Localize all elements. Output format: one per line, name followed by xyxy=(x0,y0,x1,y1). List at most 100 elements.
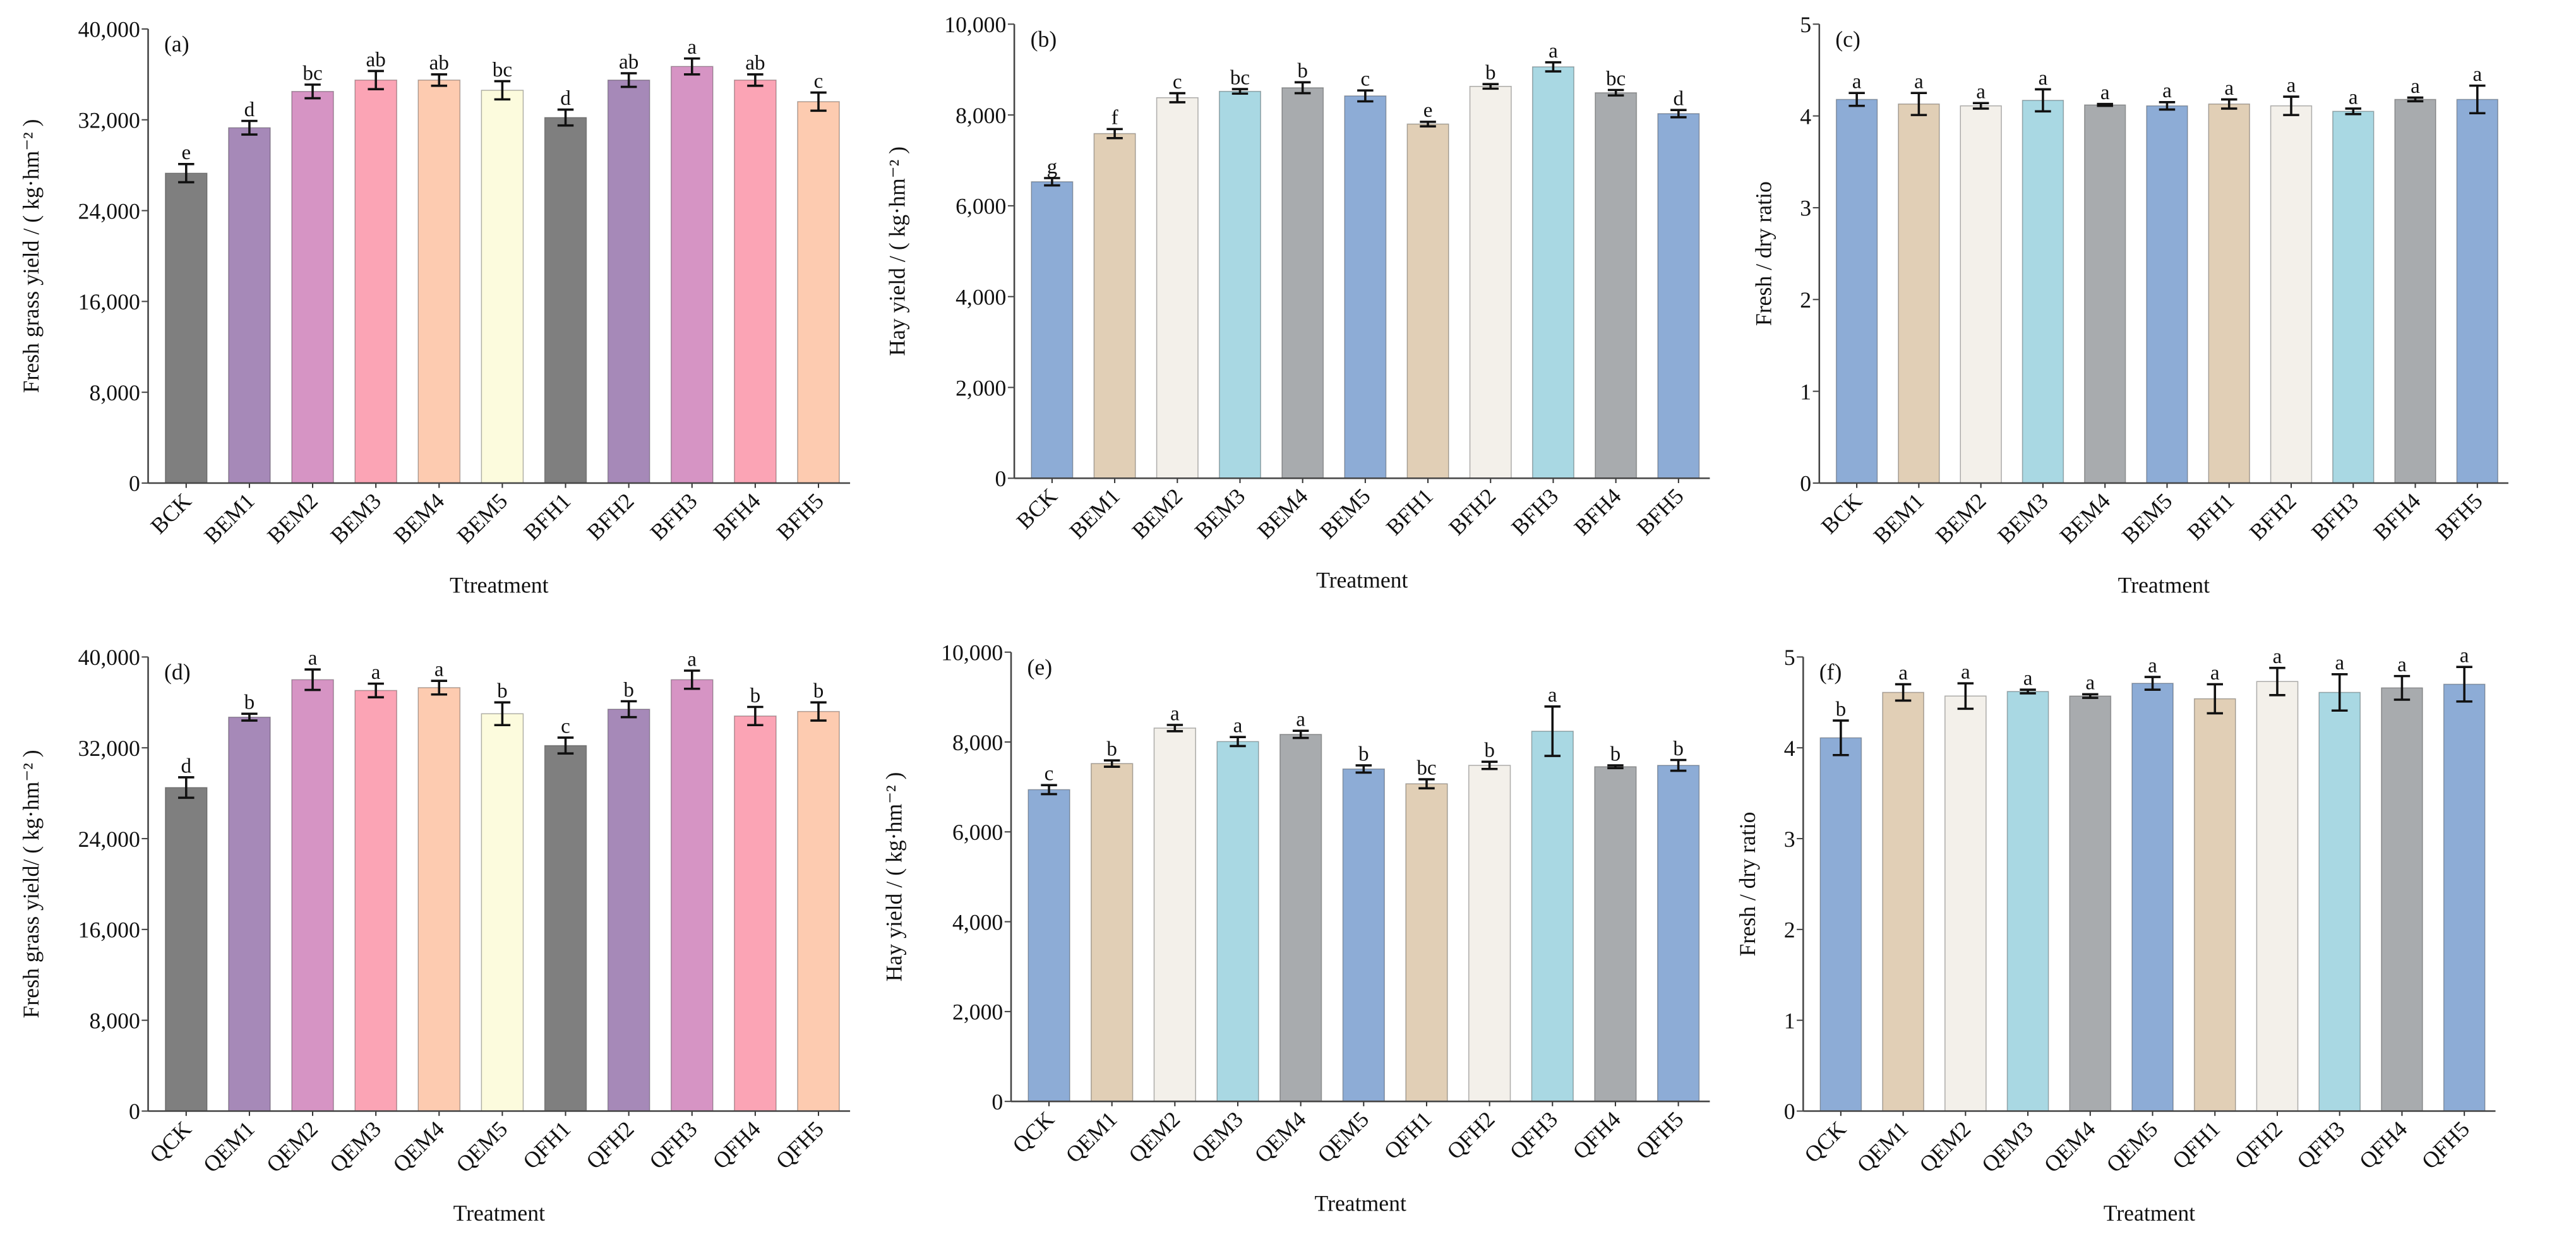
bar-QEM3 xyxy=(2006,691,2049,1112)
x-tick-label: BFH4 xyxy=(2368,488,2425,545)
y-tick-label: 4 xyxy=(1784,736,1795,761)
x-tick-label: QEM3 xyxy=(1187,1106,1248,1168)
significance-letter: c xyxy=(1045,762,1054,786)
error-bar-QEM1 xyxy=(241,712,258,722)
error-bar-QEM4 xyxy=(431,679,448,696)
bar-QEM5 xyxy=(1342,768,1385,1102)
x-tick-label: QEM5 xyxy=(1312,1106,1374,1168)
x-tick-label: BEM2 xyxy=(1127,483,1188,544)
bar-BFH3 xyxy=(2332,111,2375,484)
y-tick-label: 0 xyxy=(991,1089,1003,1115)
significance-letter: a xyxy=(1233,714,1243,738)
significance-letter: b xyxy=(1297,59,1308,83)
error-bar-BEM4 xyxy=(1294,81,1311,95)
error-bar-QFH3 xyxy=(2331,673,2348,712)
bar-QFH5 xyxy=(1656,765,1700,1102)
x-tick-label: QFH3 xyxy=(1505,1106,1562,1164)
x-tick-label: BFH5 xyxy=(1632,483,1689,540)
x-tick-label: QFH3 xyxy=(644,1116,702,1173)
y-axis-title: Fresh / dry ratio xyxy=(1735,811,1760,956)
error-bar-QEM4 xyxy=(1292,729,1309,739)
significance-letter: c xyxy=(1361,68,1370,91)
significance-letter: a xyxy=(2335,651,2344,674)
error-bar-BFH1 xyxy=(557,108,574,127)
bar-BFH1 xyxy=(1406,123,1449,479)
significance-letter: d xyxy=(1674,87,1684,111)
x-tick-label: BEM4 xyxy=(1252,483,1313,544)
chart-panel-e: c QCK b QEM1 a QEM2 a QEM3 a QEM4 b QEM5 bc QFH1 b QFH2… xyxy=(882,640,1710,1216)
bar-BFH5 xyxy=(797,101,840,484)
x-tick-label: QEM1 xyxy=(1852,1116,1913,1177)
chart-panel-d: d QCK b QEM1 a QEM2 a QEM3 a QEM4 b QEM5 c QFH1 b QFH2 a… xyxy=(18,645,851,1226)
y-tick-label: 4,000 xyxy=(952,909,1003,935)
chart-panel-c: a BCK a BEM1 a BEM2 a BEM3 a BEM4 a BEM5 a BFH1 a BFH2 a… xyxy=(1751,12,2508,597)
significance-letter: a xyxy=(687,35,697,59)
significance-letter: a xyxy=(2397,653,2407,676)
x-axis-title: Treatment xyxy=(1315,1191,1406,1216)
significance-letter: b xyxy=(1610,742,1621,765)
error-bar-BEM5 xyxy=(2159,101,2176,111)
panel-label: (b) xyxy=(1031,27,1057,52)
x-tick-label: QFH2 xyxy=(1442,1106,1499,1164)
bar-QEM4 xyxy=(1279,734,1322,1102)
x-tick-label: BFH1 xyxy=(2183,488,2239,545)
error-bar-BFH4 xyxy=(747,73,764,87)
error-bar-BEM5 xyxy=(1357,89,1374,103)
bar-QEM2 xyxy=(1944,695,1987,1112)
significance-letter: a xyxy=(2023,667,2033,690)
x-tick-label: BEM5 xyxy=(452,488,513,549)
x-tick-label: QEM1 xyxy=(198,1116,260,1177)
bar-BFH1 xyxy=(2208,103,2250,484)
significance-letter: a xyxy=(2210,661,2220,685)
y-axis-title: Hay yield / ( kg·hm⁻² ) xyxy=(882,772,907,982)
bar-BFH4 xyxy=(734,80,777,484)
error-bar-QFH5 xyxy=(1670,758,1687,772)
x-tick-label: BEM3 xyxy=(1190,483,1250,544)
x-tick-label: QFH5 xyxy=(2417,1116,2474,1173)
bar-QEM1 xyxy=(1882,691,1924,1112)
bar-BEM3 xyxy=(2022,100,2064,484)
bar-BEM2 xyxy=(1960,105,2002,484)
y-tick-label: 0 xyxy=(129,1099,140,1124)
x-tick-label: QFH1 xyxy=(518,1116,575,1173)
y-tick-label: 8,000 xyxy=(956,103,1006,128)
significance-letter: a xyxy=(2349,85,2358,109)
y-tick-label: 32,000 xyxy=(78,736,140,761)
x-tick-label: BEM3 xyxy=(1992,488,2053,549)
significance-letter: b xyxy=(750,684,761,707)
error-bar-BFH2 xyxy=(620,72,637,88)
x-tick-label: QFH4 xyxy=(707,1116,765,1174)
x-tick-label: BEM5 xyxy=(2117,488,2178,549)
error-bar-BFH4 xyxy=(2407,96,2424,103)
error-bar-QCK xyxy=(1041,784,1057,796)
x-tick-label: BFH2 xyxy=(1444,483,1501,540)
error-bar-QCK xyxy=(1833,719,1849,757)
significance-letter: a xyxy=(308,647,318,670)
error-bar-QFH3 xyxy=(1544,705,1561,757)
bar-QCK xyxy=(164,787,208,1112)
error-bar-BFH2 xyxy=(1482,83,1499,90)
error-bar-BEM2 xyxy=(1972,102,1989,110)
significance-letter: c xyxy=(814,69,824,93)
bar-BEM1 xyxy=(228,127,271,484)
error-bar-BEM5 xyxy=(494,80,511,101)
x-tick-label: BEM1 xyxy=(1064,483,1125,544)
error-bar-QEM4 xyxy=(2082,693,2099,699)
y-axis-title: Fresh / dry ratio xyxy=(1751,181,1776,326)
error-bar-QFH1 xyxy=(1418,778,1435,790)
bar-QFH1 xyxy=(1405,783,1448,1102)
x-tick-label: BEM1 xyxy=(1869,488,1929,549)
x-tick-label: QFH5 xyxy=(1631,1106,1688,1164)
bar-BFH1 xyxy=(544,117,587,484)
error-bar-BEM3 xyxy=(1231,88,1249,95)
bar-BEM4 xyxy=(1281,87,1324,479)
bar-BFH3 xyxy=(1531,66,1574,479)
error-bar-BFH3 xyxy=(1545,61,1562,73)
x-axis-title: Treatment xyxy=(1316,568,1408,593)
error-bar-BFH3 xyxy=(2345,107,2362,116)
significance-letter: a xyxy=(2472,63,2482,86)
error-bar-QEM2 xyxy=(1166,724,1183,733)
y-tick-label: 0 xyxy=(129,471,140,496)
bar-QFH5 xyxy=(797,710,840,1112)
significance-letter: a xyxy=(687,647,697,671)
